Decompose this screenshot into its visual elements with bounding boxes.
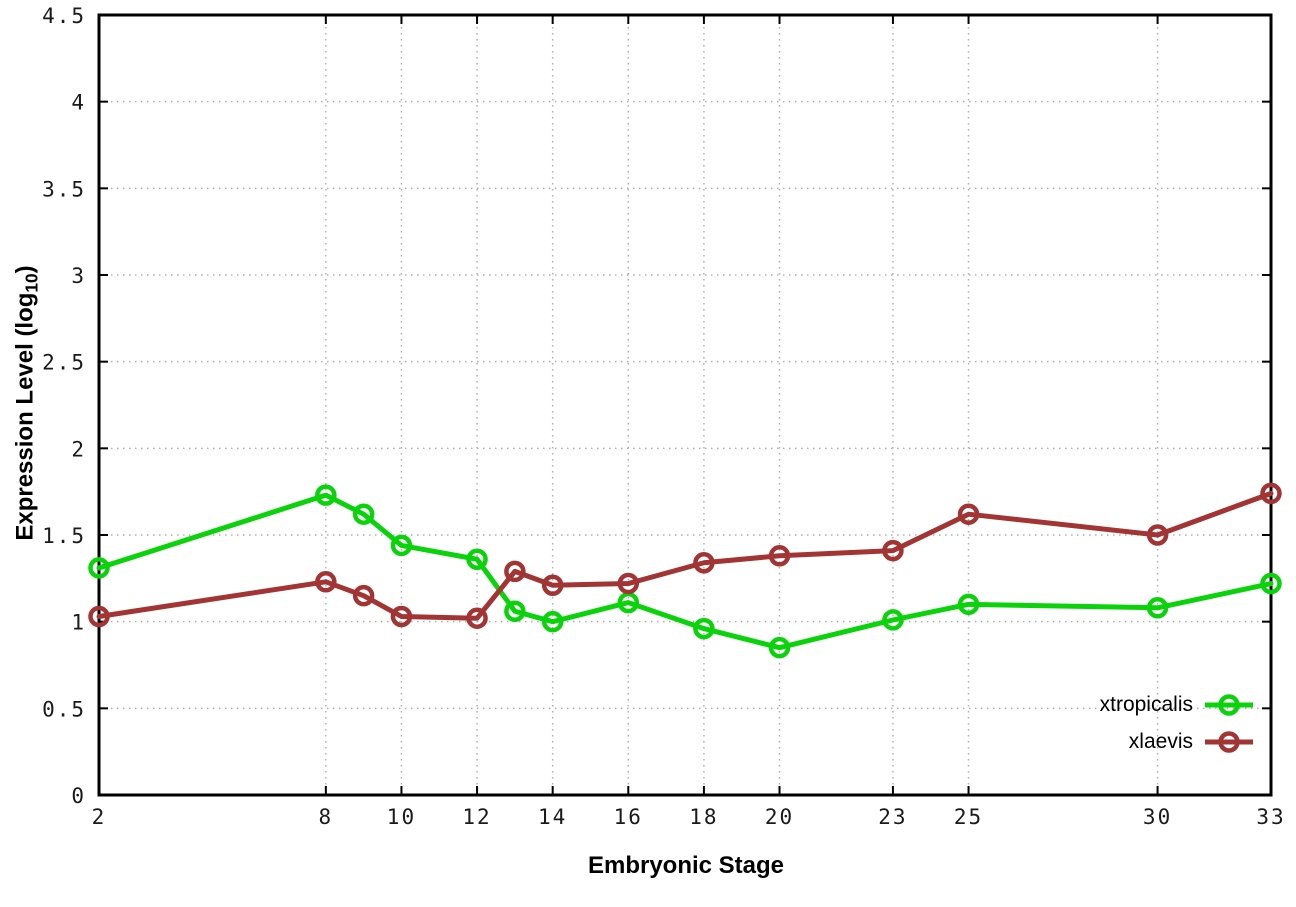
legend-marker-xlaevis-icon: [1205, 730, 1253, 753]
y-tick-label: 1.5: [42, 524, 86, 548]
data-point-xtropicalis: [1146, 597, 1169, 619]
data-point-xlaevis: [957, 503, 980, 525]
legend-label-xlaevis: xlaevis: [1128, 729, 1193, 753]
y-tick-label: 0.5: [42, 697, 86, 721]
data-point-xlaevis: [617, 572, 640, 595]
y-tick-label: 2: [71, 437, 86, 461]
y-tick-label: 2.5: [42, 351, 86, 375]
data-point-xtropicalis: [88, 557, 110, 579]
legend-row-xtropicalis: xtropicalis: [1100, 686, 1256, 723]
x-tick-label: 2: [92, 805, 107, 829]
data-point-xtropicalis: [957, 593, 980, 616]
x-tick-label: 20: [765, 805, 794, 829]
x-tick-label: 25: [954, 805, 983, 829]
y-tick-label: 3.5: [42, 177, 86, 201]
data-point-xtropicalis: [882, 609, 904, 631]
plot-border: [97, 13, 1273, 797]
y-tick-label: 1: [71, 611, 86, 635]
data-point-xlaevis: [1146, 524, 1169, 546]
data-point-xlaevis: [315, 571, 337, 593]
x-axis-title: Embryonic Stage: [587, 852, 785, 879]
data-point-xlaevis: [768, 545, 791, 567]
series-xtropicalis-line: [96, 492, 1274, 651]
x-tick-label: 8: [319, 805, 334, 829]
data-point-xtropicalis: [466, 548, 488, 571]
x-tick-label: 30: [1143, 805, 1172, 829]
data-point-xlaevis: [882, 539, 904, 562]
data-point-xtropicalis: [504, 600, 526, 623]
legend-marker-xtropicalis-icon: [1205, 693, 1253, 716]
legend-row-xlaevis: xlaevis: [1100, 723, 1256, 760]
y-tick-label: 0: [71, 784, 86, 808]
data-point-xtropicalis: [768, 636, 791, 659]
data-point-xtropicalis: [541, 610, 564, 633]
data-point-xlaevis: [352, 584, 375, 607]
x-tick-label: 23: [878, 805, 907, 829]
data-point-xlaevis: [88, 605, 110, 628]
data-point-xtropicalis: [390, 534, 413, 557]
y-axis-title-subscript: 10: [21, 273, 42, 293]
x-tick-label: 12: [462, 805, 491, 829]
x-tick-label: 10: [387, 805, 416, 829]
y-axis-title-main: Expression Level (log: [11, 292, 39, 541]
y-tick-label: 3: [71, 264, 86, 288]
data-point-xlaevis: [1260, 482, 1282, 505]
data-point-xlaevis: [504, 560, 526, 583]
data-point-xtropicalis: [352, 503, 375, 525]
data-point-xlaevis: [693, 551, 715, 574]
y-tick-label: 4: [71, 91, 86, 115]
data-point-xtropicalis: [1260, 572, 1282, 595]
y-tick-label: 4.5: [42, 4, 86, 28]
data-point-xtropicalis: [315, 484, 337, 506]
data-point-xlaevis: [390, 605, 413, 628]
x-tick-label: 33: [1256, 805, 1285, 829]
legend: xtropicalis xlaevis: [1100, 686, 1256, 760]
data-point-xlaevis: [466, 607, 488, 629]
y-axis-title-close: ): [11, 265, 39, 274]
data-point-xtropicalis: [693, 617, 715, 640]
x-tick-label: 16: [614, 805, 643, 829]
y-axis-title: Expression Level (log10): [11, 265, 42, 540]
legend-label-xtropicalis: xtropicalis: [1099, 692, 1193, 716]
data-point-xlaevis: [541, 574, 564, 597]
x-tick-label: 14: [538, 805, 567, 829]
x-tick-label: 18: [689, 805, 718, 829]
